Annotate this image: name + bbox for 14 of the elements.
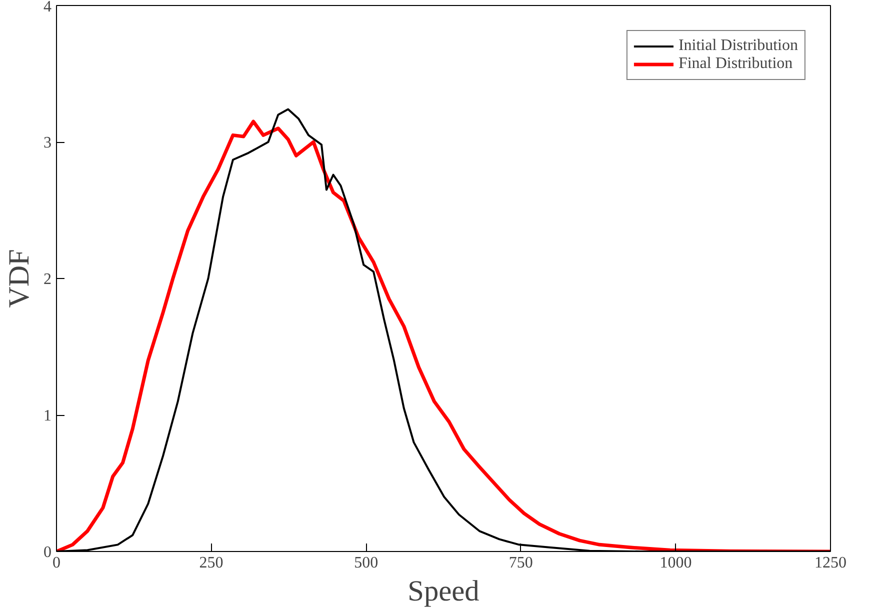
x-tick-label: 1000 <box>660 554 692 572</box>
x-tick-label: 750 <box>508 554 533 572</box>
y-tick-label: 3 <box>44 134 52 152</box>
x-tick-label: 250 <box>199 554 224 572</box>
x-tick-label: 1250 <box>814 554 846 572</box>
y-tick-label: 2 <box>44 271 52 288</box>
y-tick-label: 1 <box>44 408 52 424</box>
legend-label: Final Distribution <box>678 55 793 73</box>
y-axis-title: VDF <box>4 249 36 308</box>
y-tick-label: 0 <box>44 544 52 561</box>
x-axis-title: Speed <box>408 576 480 608</box>
y-tick-label: 4 <box>44 0 52 16</box>
x-tick-label: 500 <box>354 554 378 572</box>
legend-label: Initial Distribution <box>678 37 798 55</box>
